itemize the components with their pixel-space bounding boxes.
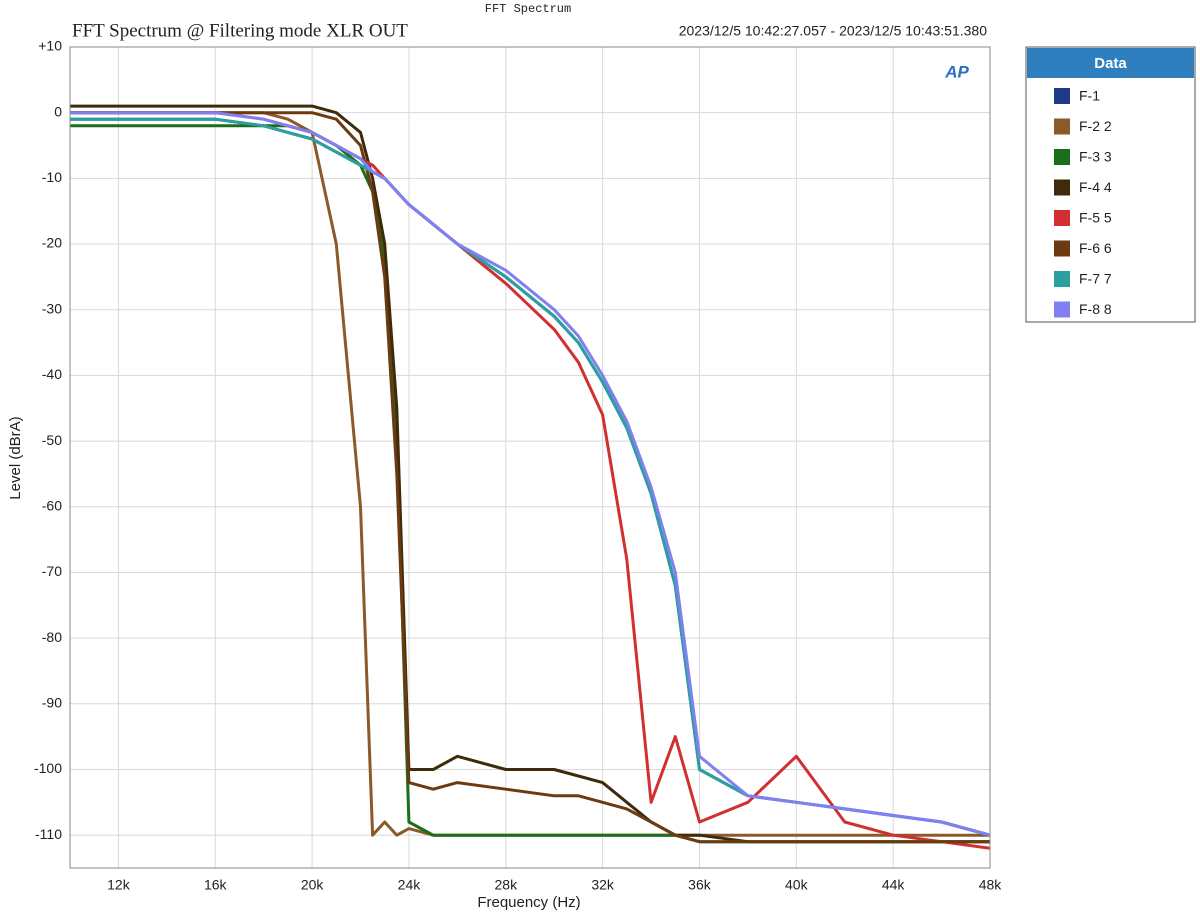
y-tick-label: +10 — [38, 38, 62, 54]
legend-swatch — [1054, 118, 1070, 135]
plot-border — [69, 46, 991, 869]
series-line — [70, 111, 990, 837]
legend-label: F-7 7 — [1079, 271, 1112, 287]
y-tick-label: -100 — [34, 760, 62, 776]
x-tick-label: 24k — [398, 877, 422, 893]
legend-swatch — [1054, 301, 1070, 318]
legend-label: F-8 8 — [1079, 301, 1112, 317]
y-tick-label: -110 — [35, 826, 62, 842]
chart-subtitle: 2023/12/5 10:42:27.057 - 2023/12/5 10:43… — [679, 23, 987, 39]
y-tick-label: -20 — [42, 235, 62, 251]
x-tick-label: 48k — [979, 877, 1003, 893]
x-tick-label: 44k — [882, 877, 906, 893]
legend-label: F-6 6 — [1079, 240, 1112, 256]
y-tick-label: 0 — [54, 103, 62, 119]
legend-label: F-4 4 — [1079, 179, 1112, 195]
legend-label: F-3 3 — [1079, 149, 1112, 165]
legend-title: Data — [1094, 55, 1127, 72]
legend-label: F-1 — [1079, 88, 1100, 104]
x-tick-label: 32k — [591, 877, 615, 893]
legend-swatch — [1054, 179, 1070, 196]
x-tick-label: 12k — [107, 877, 131, 893]
x-tick-label: 40k — [785, 877, 809, 893]
logo: AP — [944, 62, 969, 81]
y-tick-label: -30 — [42, 300, 62, 316]
legend-swatch — [1054, 271, 1070, 287]
x-tick-label: 36k — [688, 877, 712, 893]
x-tick-label: 28k — [495, 877, 519, 893]
legend-swatch — [1054, 88, 1070, 104]
legend-swatch — [1054, 210, 1070, 226]
x-tick-label: 16k — [204, 877, 228, 893]
x-tick-label: 20k — [301, 877, 325, 893]
top-title: FFT Spectrum — [485, 2, 571, 16]
legend-header — [1027, 48, 1194, 78]
y-tick-label: -80 — [42, 629, 62, 645]
series-line — [70, 111, 990, 844]
y-tick-label: -60 — [42, 497, 62, 513]
y-tick-label: -10 — [42, 169, 62, 185]
legend-label: F-2 2 — [1079, 118, 1112, 134]
y-tick-label: -90 — [42, 695, 62, 711]
y-tick-label: -50 — [42, 432, 62, 448]
y-tick-label: -40 — [42, 366, 62, 382]
y-tick-label: -70 — [42, 563, 62, 579]
x-axis-label: Frequency (Hz) — [477, 894, 580, 911]
legend-swatch — [1054, 240, 1070, 257]
chart-title: FFT Spectrum @ Filtering mode XLR OUT — [72, 20, 408, 41]
legend-label: F-5 5 — [1079, 210, 1112, 226]
y-axis-label: Level (dBrA) — [7, 416, 24, 499]
legend-swatch — [1054, 149, 1070, 165]
